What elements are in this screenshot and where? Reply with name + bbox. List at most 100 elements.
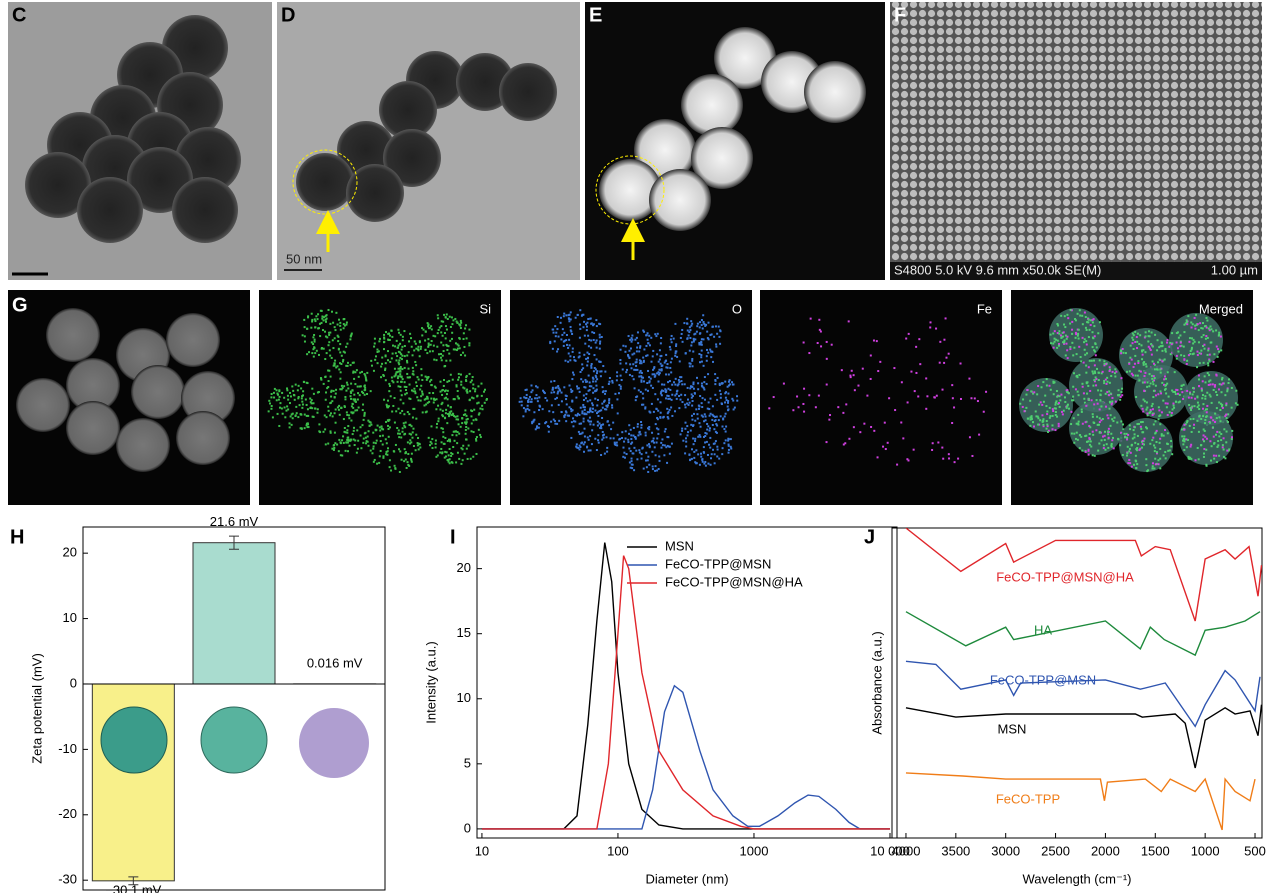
signal-dot	[629, 338, 632, 341]
signal-dot	[342, 350, 345, 353]
signal-dot	[603, 399, 606, 402]
signal-dot	[1187, 396, 1190, 399]
signal-dot	[577, 387, 580, 390]
signal-dot	[571, 350, 574, 353]
signal-dot	[343, 405, 346, 408]
signal-dot	[536, 425, 539, 428]
signal-dot	[368, 420, 371, 423]
signal-dot	[526, 404, 529, 407]
signal-dot	[704, 324, 707, 327]
signal-dot	[305, 381, 308, 384]
signal-dot	[893, 367, 896, 370]
signal-dot	[622, 344, 625, 347]
signal-dot	[640, 380, 643, 383]
signal-dot	[1216, 445, 1219, 448]
signal-dot	[705, 359, 708, 362]
signal-dot	[320, 321, 323, 324]
signal-dot	[1147, 345, 1150, 348]
signal-dot	[1221, 444, 1224, 447]
signal-dot	[565, 314, 568, 317]
signal-dot	[353, 444, 356, 447]
signal-dot	[1108, 366, 1111, 369]
signal-dot	[417, 399, 420, 402]
signal-dot	[628, 356, 631, 359]
signal-dot	[660, 394, 663, 397]
signal-dot	[624, 430, 627, 433]
signal-dot	[452, 446, 455, 449]
signal-dot	[1139, 334, 1142, 337]
signal-dot	[591, 429, 594, 432]
signal-dot	[693, 450, 696, 453]
signal-dot	[344, 431, 347, 434]
signal-dot	[1062, 409, 1065, 412]
signal-dot	[424, 397, 427, 400]
signal-dot	[1084, 326, 1087, 329]
signal-dot	[727, 444, 730, 447]
signal-dot	[585, 329, 588, 332]
signal-dot	[303, 340, 306, 343]
signal-dot	[1142, 398, 1145, 401]
signal-dot	[311, 387, 314, 390]
signal-dot	[692, 443, 695, 446]
signal-dot	[1128, 362, 1131, 365]
signal-dot	[1082, 361, 1085, 364]
signal-dot	[948, 457, 951, 460]
signal-dot	[1174, 393, 1177, 396]
signal-dot	[301, 403, 304, 406]
signal-dot	[441, 409, 444, 412]
signal-dot	[332, 389, 335, 392]
signal-dot	[297, 397, 300, 400]
signal-dot	[442, 320, 445, 323]
signal-dot	[1046, 423, 1049, 426]
signal-dot	[1159, 447, 1162, 450]
signal-dot	[568, 320, 571, 323]
signal-dot	[350, 333, 353, 336]
signal-dot	[592, 407, 595, 410]
signal-dot	[1215, 433, 1218, 436]
signal-dot	[410, 425, 413, 428]
signal-dot	[554, 325, 557, 328]
signal-dot	[445, 393, 448, 396]
signal-dot	[672, 337, 675, 340]
signal-dot	[1209, 379, 1212, 382]
signal-dot	[397, 407, 400, 410]
signal-dot	[1136, 423, 1139, 426]
signal-dot	[582, 367, 585, 370]
signal-dot	[681, 401, 684, 404]
signal-dot	[1026, 388, 1029, 391]
signal-dot	[391, 410, 394, 413]
signal-dot	[572, 417, 575, 420]
signal-dot	[548, 410, 551, 413]
signal-dot	[877, 370, 880, 373]
signal-dot	[660, 368, 663, 371]
signal-dot	[458, 376, 461, 379]
signal-dot	[409, 332, 412, 335]
signal-dot	[629, 363, 632, 366]
signal-dot	[572, 425, 575, 428]
signal-dot	[455, 349, 458, 352]
signal-dot	[276, 412, 279, 415]
signal-dot	[723, 428, 726, 431]
signal-dot	[1054, 411, 1057, 414]
signal-dot	[1138, 369, 1141, 372]
signal-dot	[590, 385, 593, 388]
signal-dot	[455, 320, 458, 323]
signal-dot	[1119, 395, 1122, 398]
signal-dot	[473, 408, 476, 411]
signal-dot	[705, 348, 708, 351]
signal-dot	[1089, 440, 1092, 443]
signal-dot	[638, 451, 641, 454]
signal-dot	[1056, 395, 1059, 398]
signal-dot	[918, 338, 921, 341]
signal-dot	[354, 400, 357, 403]
signal-dot	[313, 338, 316, 341]
signal-dot	[691, 400, 694, 403]
signal-dot	[678, 394, 681, 397]
signal-dot	[582, 417, 585, 420]
signal-dot	[1097, 449, 1100, 452]
signal-dot	[406, 376, 409, 379]
signal-dot	[713, 442, 716, 445]
signal-dot	[366, 435, 369, 438]
series-label: FeCO-TPP@MSN	[990, 672, 1096, 687]
signal-dot	[403, 460, 406, 463]
